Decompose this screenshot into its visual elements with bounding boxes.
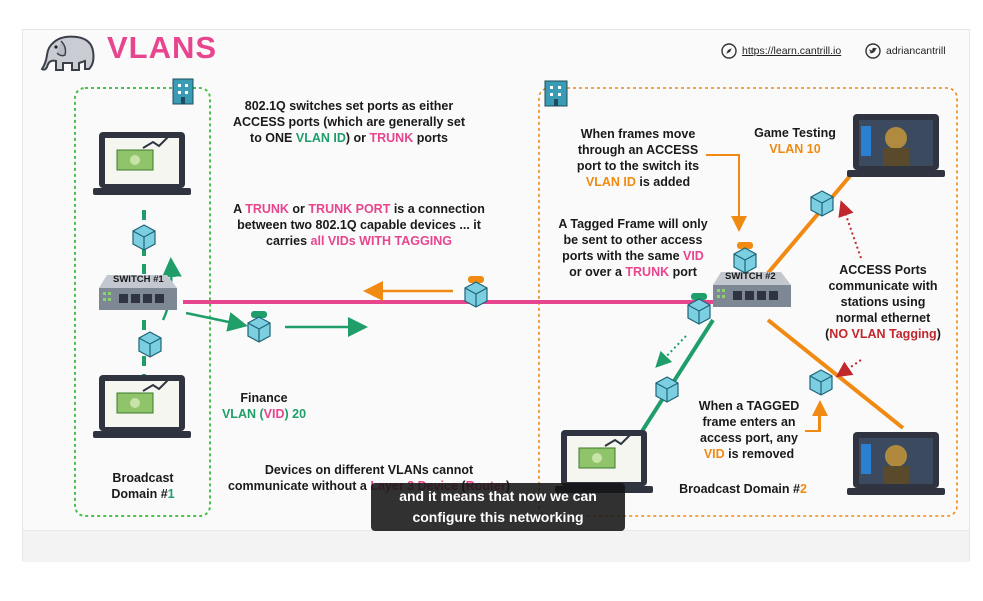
frame-cube-icon — [655, 376, 679, 403]
frame-cube-icon — [138, 331, 162, 358]
compass-icon[interactable] — [721, 43, 737, 59]
frame-cube-icon — [464, 276, 488, 308]
frame-cube-icon — [733, 242, 757, 274]
note-access-ports: ACCESS Ports communicate with stations u… — [825, 263, 941, 341]
frame-cube-icon — [809, 369, 833, 396]
twitter-handle[interactable]: adriancantrill — [886, 45, 946, 57]
frame-cube-icon — [810, 190, 834, 217]
switch-icon — [99, 275, 177, 310]
switch-1-label: SWITCH #1 — [113, 274, 164, 285]
laptop-icon — [93, 132, 191, 195]
note-802-1q: 802.1Q switches set ports as either ACCE… — [232, 99, 465, 145]
elephant-logo — [40, 35, 95, 71]
broadcast-domain-1-box — [74, 87, 211, 517]
note-tagged-frame: A Tagged Frame will only be sent to othe… — [558, 217, 708, 279]
note-access-added: When frames move through an ACCESS port … — [576, 127, 700, 189]
bottom-bar — [23, 530, 969, 562]
building-icon — [172, 78, 194, 105]
frame-cube-icon — [132, 224, 156, 251]
laptop-icon — [847, 114, 945, 177]
finance-vlan-label: Finance VLAN (VID) 20 — [221, 391, 307, 421]
slide: VLANS https://learn.cantrill.io adrianca… — [22, 29, 970, 562]
note-trunk: A TRUNK or TRUNK PORT is a connection be… — [233, 202, 485, 248]
website-link[interactable]: https://learn.cantrill.io — [742, 45, 842, 57]
note-tag-removed: When a TAGGED frame enters an access por… — [698, 399, 800, 461]
page-title: VLANS — [107, 30, 218, 65]
switch-icon — [713, 272, 791, 307]
building-icon — [544, 80, 568, 107]
frame-cube-icon — [247, 311, 271, 343]
broadcast-domain-2-label: Broadcast Domain #2 — [679, 482, 807, 496]
broadcast-domain-1-label: Broadcast Domain #1 — [111, 471, 175, 501]
game-testing-vlan-label: Game Testing VLAN 10 — [754, 126, 836, 156]
frame-cube-icon — [687, 293, 711, 325]
twitter-icon[interactable] — [865, 43, 881, 59]
laptop-icon — [847, 432, 945, 495]
laptop-icon — [93, 375, 191, 438]
switch-2-label: SWITCH #2 — [725, 271, 776, 282]
video-caption: and it means that now we can configure th… — [371, 483, 625, 531]
